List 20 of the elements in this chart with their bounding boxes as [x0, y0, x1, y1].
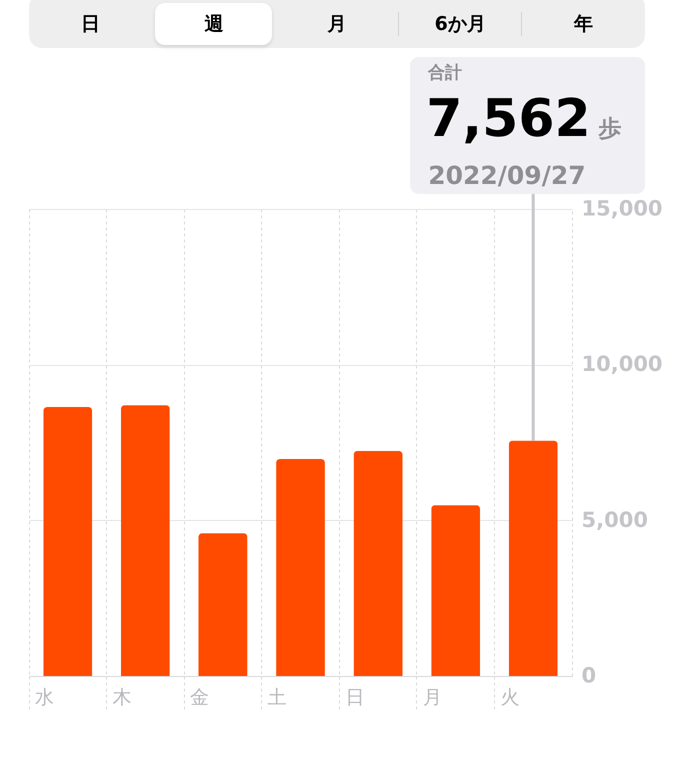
y-tick-label: 10,000	[582, 352, 663, 376]
y-tick-label: 5,000	[582, 508, 648, 532]
x-tick-label: 水	[35, 686, 54, 708]
bar	[120, 405, 170, 676]
x-tick-label: 金	[190, 686, 210, 708]
x-tick-label: 木	[112, 686, 132, 708]
bar	[431, 505, 480, 676]
segmented-control[interactable]: 日 週 月 6か月 年	[29, 0, 645, 48]
y-tick-label: 15,000	[582, 196, 663, 220]
bar	[43, 407, 92, 676]
bar	[354, 450, 403, 676]
x-tick-label: 日	[345, 686, 364, 708]
x-tick-label: 火	[500, 686, 520, 708]
bar	[276, 459, 325, 676]
tooltip-box: 合計 7,562 歩 2022/09/27	[410, 57, 646, 194]
bar	[198, 533, 248, 676]
x-tick-label: 月	[422, 686, 442, 708]
bar	[508, 440, 558, 676]
y-tick-label: 0	[582, 664, 596, 688]
x-tick-label: 土	[268, 686, 287, 708]
